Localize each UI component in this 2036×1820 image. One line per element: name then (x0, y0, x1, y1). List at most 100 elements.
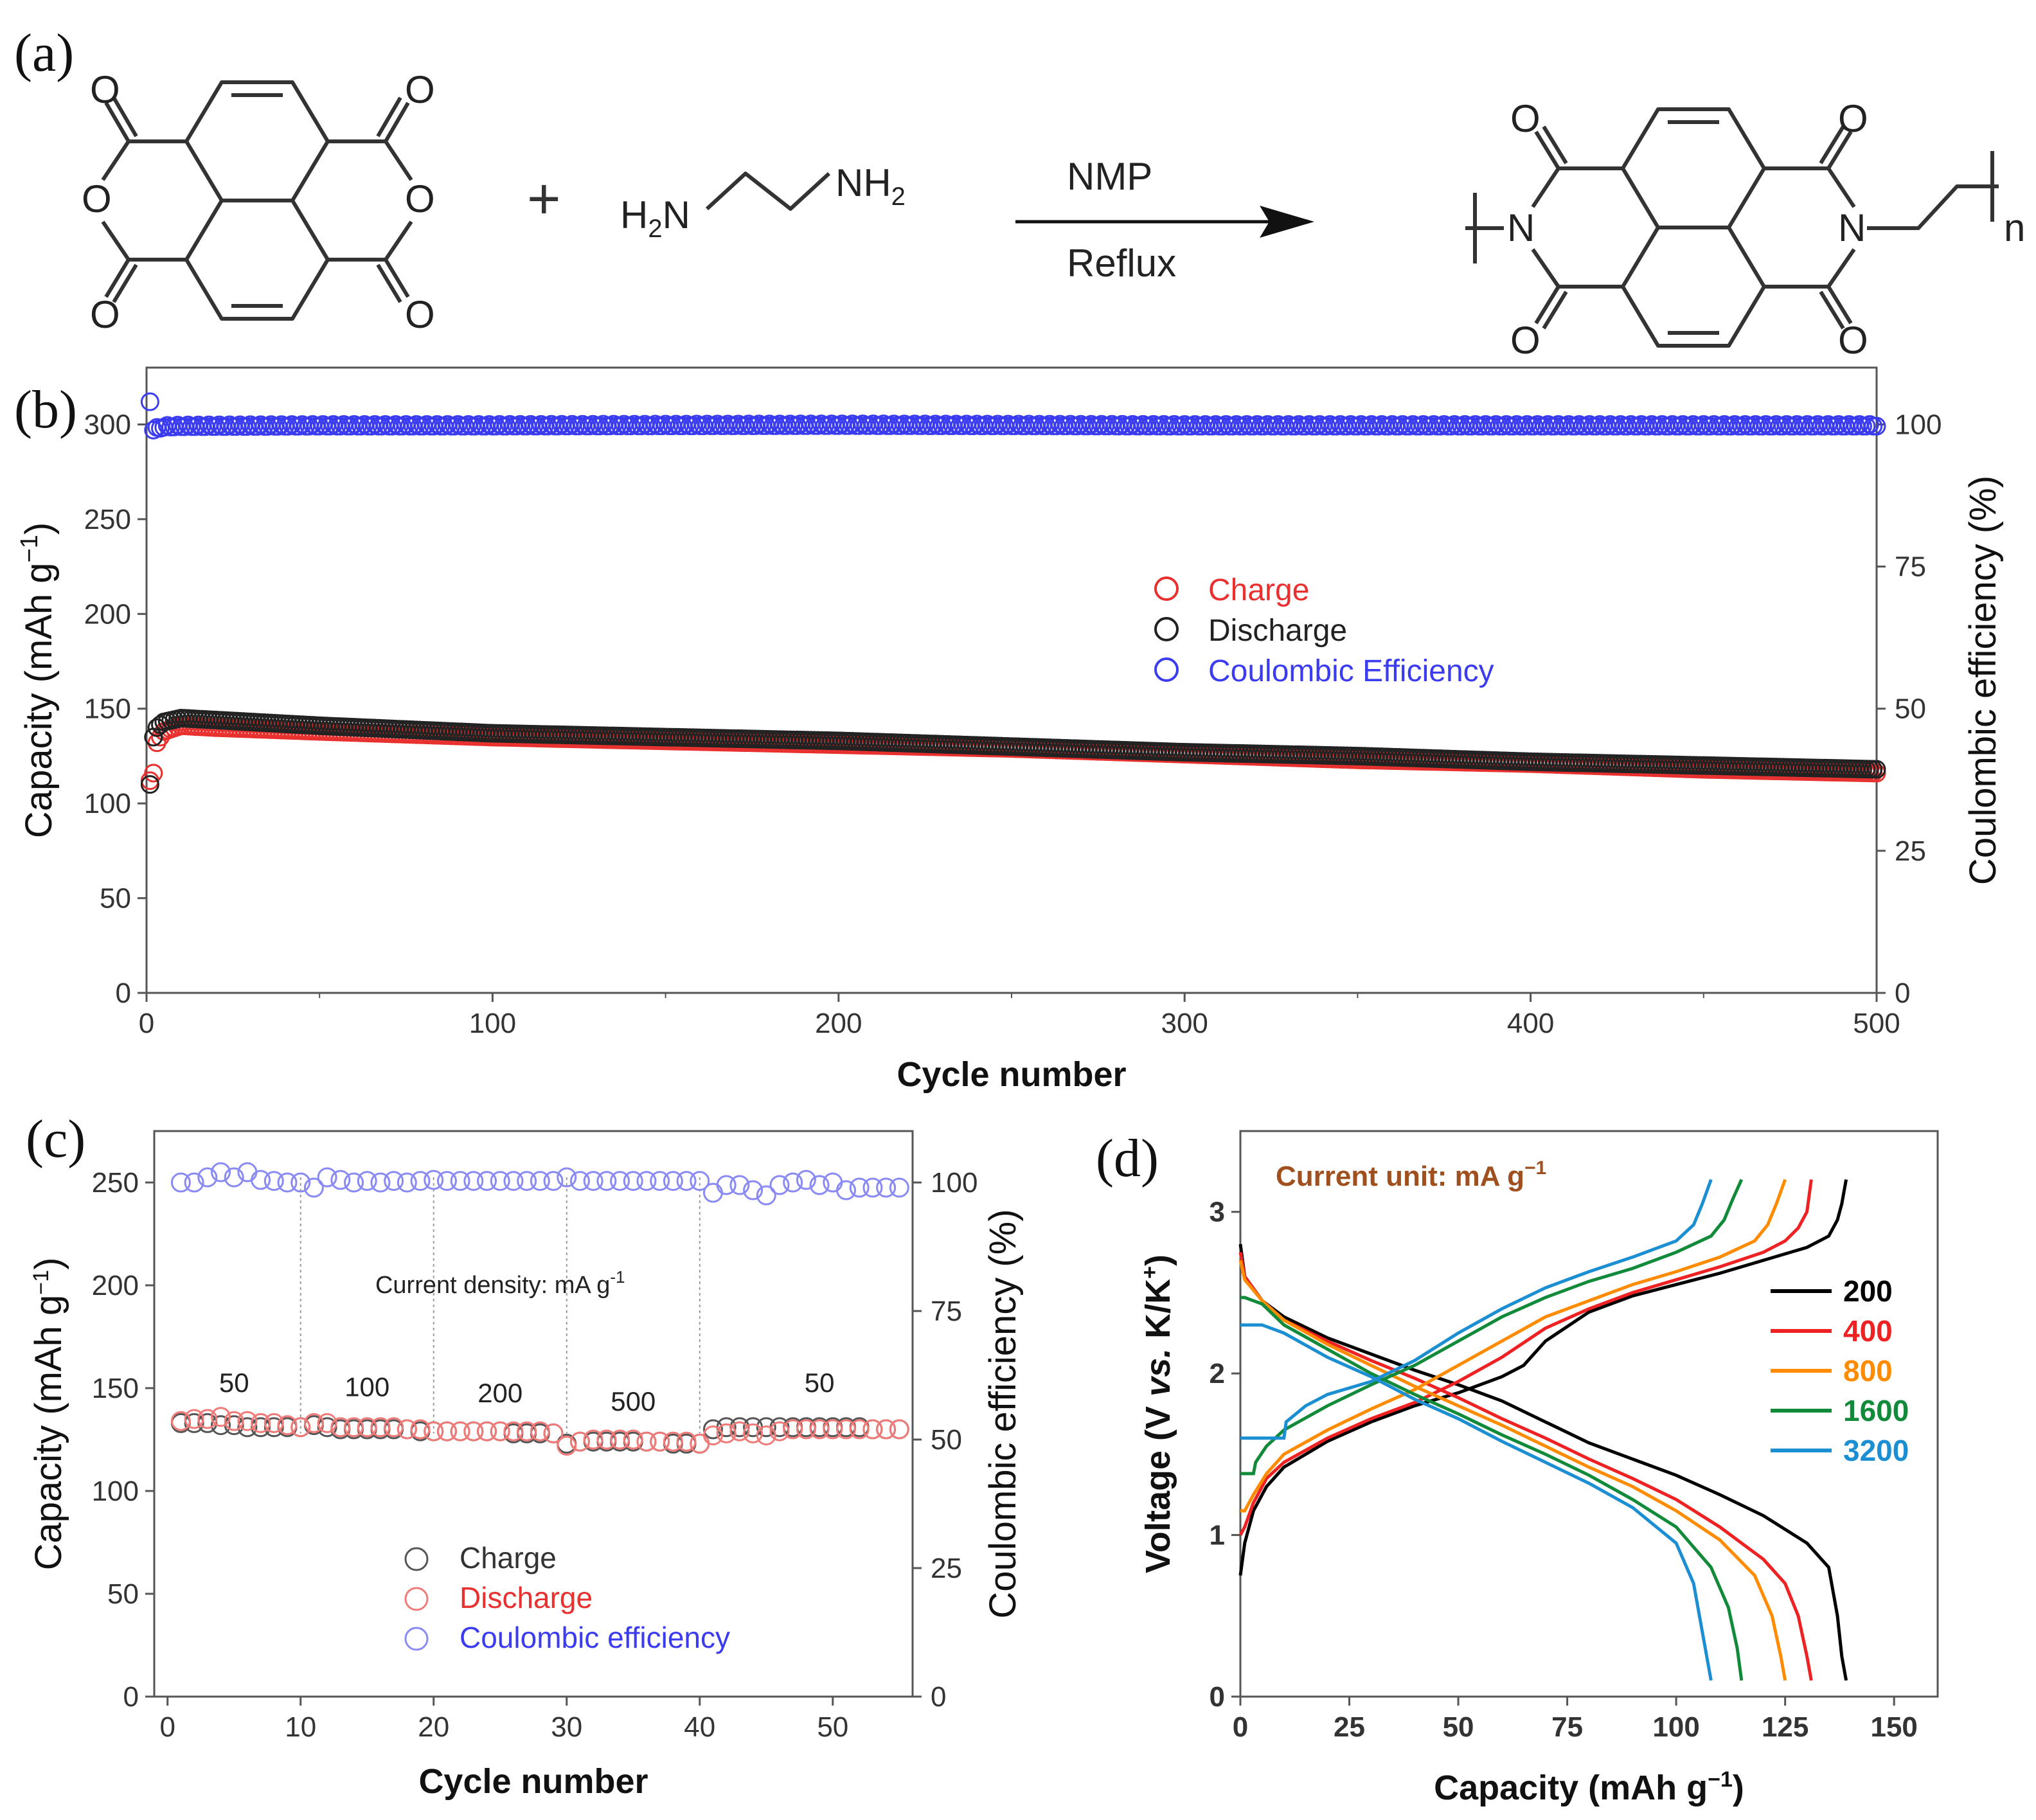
discharge-point (889, 1419, 909, 1440)
discharge-point (557, 1436, 577, 1456)
legend-label: Charge (460, 1541, 557, 1575)
ce-point (690, 1171, 710, 1191)
legend-marker (1154, 576, 1179, 601)
discharge-point (835, 1419, 856, 1440)
legend-label: Coulombic efficiency (460, 1621, 730, 1654)
x-tick-label: 40 (684, 1711, 715, 1743)
discharge-point (397, 1419, 417, 1440)
eda-chain (705, 172, 831, 211)
ce-point (277, 1172, 298, 1193)
series-200 (1238, 1179, 1848, 1681)
discharge-point (290, 1417, 311, 1438)
ce-point (290, 1172, 311, 1193)
y-tick-label: 3 (1210, 1197, 1225, 1228)
ce-point (357, 1171, 377, 1191)
y2-tick-label: 0 (1895, 977, 1910, 1009)
ce-point (397, 1172, 417, 1193)
ce-point (170, 1172, 191, 1193)
y-tick-label: 300 (84, 409, 131, 440)
discharge-point (849, 1419, 870, 1440)
pi-o-tr: O (1838, 97, 1868, 140)
current-unit-annotation: Current unit: mA g−1 (1276, 1157, 1546, 1192)
ce-point (477, 1171, 497, 1191)
ntcda-ring-top (184, 80, 330, 202)
legend-label: Discharge (460, 1581, 593, 1614)
discharge-point (809, 1419, 830, 1440)
discharge-point (1867, 760, 1886, 779)
ce-point (663, 1171, 683, 1191)
pi-o-bl: O (1510, 319, 1540, 362)
discharge-point (650, 1431, 670, 1452)
discharge-point (743, 1423, 763, 1443)
panel-a-label: (a) (14, 23, 74, 83)
series-coulombic-efficiency (140, 392, 1886, 440)
ce-point (835, 1180, 856, 1200)
x-tick-label: 50 (817, 1711, 848, 1743)
discharge-point (729, 1421, 750, 1441)
y-tick-label: 100 (92, 1476, 139, 1507)
discharge-point (263, 1413, 284, 1433)
discharge-point (610, 1429, 630, 1450)
ce-point (862, 1177, 883, 1198)
discharge-point (623, 1429, 643, 1450)
plot-frame (145, 366, 1878, 994)
discharge-point (596, 1429, 617, 1450)
ce-point (197, 1167, 218, 1188)
discharge-curve-3200 (1240, 1323, 1713, 1681)
y2-tick-label: 25 (1895, 835, 1926, 867)
x-tick-label: 0 (139, 1008, 154, 1039)
ce-point (636, 1171, 657, 1191)
ce-point (783, 1172, 803, 1193)
charge-point (237, 1417, 258, 1438)
discharge-point (569, 1431, 590, 1452)
x-tick-label: 200 (815, 1008, 862, 1039)
series-800 (1238, 1179, 1787, 1681)
repeat-n: n (2004, 206, 2025, 249)
eda-h-left: H2N (620, 193, 690, 243)
series-3200 (1240, 1179, 1713, 1681)
series-coulombic-efficiency (170, 1162, 909, 1206)
discharge-point (823, 1419, 843, 1440)
solvent-label: NMP (1067, 155, 1152, 198)
ce-point (370, 1172, 391, 1193)
ntcda-o-br: O (405, 293, 435, 336)
reaction-arrow: NMP Reflux (1015, 155, 1314, 285)
ce-point (530, 1171, 550, 1191)
discharge-point (140, 775, 159, 794)
legend-marker (404, 1627, 429, 1651)
ce-point (596, 1171, 617, 1191)
x-tick-label: 25 (1334, 1711, 1365, 1743)
legend-label: Coulombic Efficiency (1208, 654, 1494, 688)
discharge-point (277, 1415, 298, 1436)
discharge-point (410, 1419, 431, 1440)
charge-curve-1600 (1240, 1179, 1744, 1476)
ce-point (263, 1171, 284, 1191)
panel-a: (a) O O O (14, 23, 2025, 362)
legend-label: 800 (1843, 1354, 1893, 1387)
charge-curve-400 (1238, 1179, 1813, 1536)
y2-tick-label: 75 (1895, 551, 1926, 583)
discharge-point (463, 1421, 484, 1441)
ce-point (569, 1171, 590, 1191)
ce-point (384, 1171, 404, 1191)
x-tick-label: 0 (159, 1711, 175, 1743)
legend-marker (1154, 657, 1179, 682)
ce-point (729, 1175, 750, 1195)
ce-point (809, 1175, 830, 1195)
x-axis-label: Cycle number (897, 1055, 1126, 1094)
pi-ring-top (1621, 107, 1766, 229)
ntcda-o-tr: O (405, 68, 435, 111)
x-tick-label: 75 (1551, 1711, 1583, 1743)
x-tick-label: 400 (1507, 1008, 1554, 1039)
discharge-point (170, 1411, 191, 1431)
discharge-point (303, 1413, 324, 1433)
plot-frame (1239, 1130, 1939, 1698)
ntcda-ring-bottom (184, 199, 330, 321)
discharge-point (530, 1421, 550, 1441)
ce-point (330, 1170, 351, 1190)
pi-o-br: O (1838, 319, 1868, 362)
ce-point (1867, 416, 1886, 436)
rate-label: 500 (611, 1386, 656, 1416)
